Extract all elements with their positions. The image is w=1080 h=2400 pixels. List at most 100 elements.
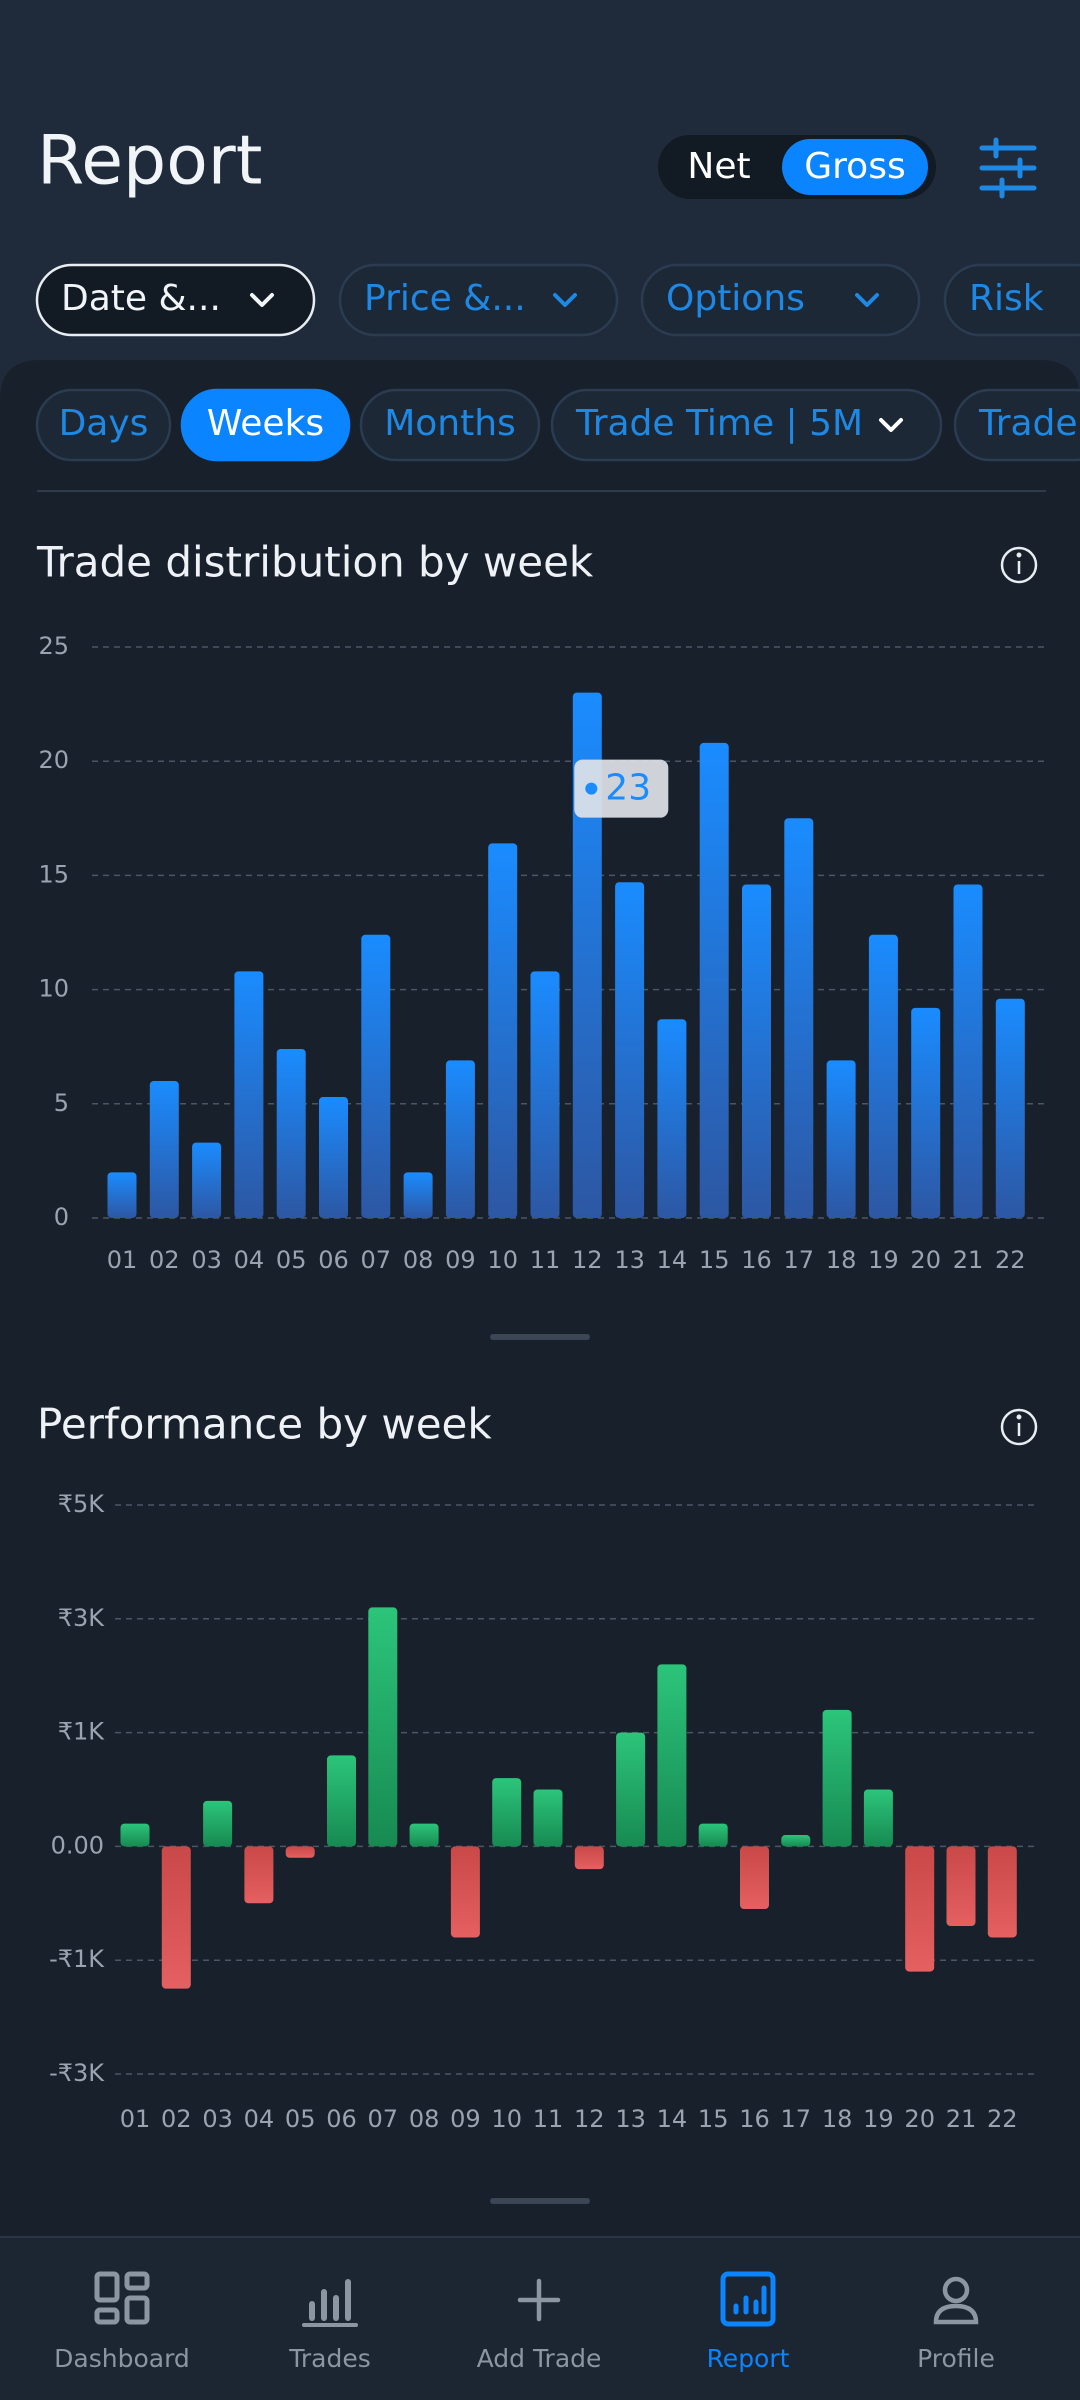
y-tick-label: 5 [54,1089,69,1117]
bar [826,1060,856,1218]
bar [285,1846,315,1858]
bar [995,998,1025,1218]
y-tick-label: 0.00 [51,1831,104,1859]
tab[interactable] [35,388,172,462]
toggle-option[interactable]: Net [687,146,750,187]
bar [868,934,898,1218]
x-tick-label: 04 [234,1246,265,1274]
x-tick-label: 16 [739,2105,770,2133]
toggle-option[interactable]: Gross [804,146,905,187]
x-tick-label: 09 [445,1246,476,1274]
bar [120,1823,150,1847]
bar [149,1080,179,1218]
y-tick-label: 20 [38,746,69,774]
x-tick-label: 20 [904,2105,935,2133]
tab-label: Trade Time | 5M [575,403,863,444]
drag-handle [490,2198,590,2204]
bar [615,882,645,1218]
bar [445,1060,475,1218]
bar [657,1019,687,1218]
drag-handle [490,1334,590,1340]
tab[interactable] [550,388,943,462]
x-tick-label: 19 [863,2105,894,2133]
x-tick-label: 01 [107,1246,138,1274]
bar [161,1846,191,1989]
x-tick-label: 08 [403,1246,434,1274]
x-tick-label: 12 [572,1246,603,1274]
info-icon[interactable] [1000,1408,1038,1446]
y-tick-label: ₹1K [58,1718,106,1746]
tab[interactable] [359,388,541,462]
nav-label[interactable]: Profile [917,2344,995,2373]
bar [276,1048,306,1218]
info-icon[interactable] [1000,546,1038,584]
x-tick-label: 06 [318,1246,349,1274]
y-tick-label: ₹5K [58,1490,106,1518]
x-tick-label: 20 [910,1246,941,1274]
x-tick-label: 11 [530,1246,561,1274]
x-tick-label: 18 [822,2105,853,2133]
bar [781,1835,811,1847]
bar [742,884,771,1218]
x-tick-label: 15 [699,1246,730,1274]
tooltip [574,759,669,818]
tab[interactable] [953,388,1080,462]
x-tick-label: 06 [326,2105,357,2133]
page-title: Report [37,122,262,201]
tooltip-value: 23 [605,768,651,809]
nav-label[interactable]: Dashboard [54,2344,190,2373]
bar [409,1823,439,1847]
chevron [553,293,577,307]
filter-chip[interactable] [35,263,316,337]
report-icon [720,2271,776,2327]
filter-chip[interactable] [640,263,921,337]
filter-label: Price &... [364,278,526,319]
trades-icon [302,2279,358,2327]
bar [822,1709,852,1847]
filter-chip[interactable] [943,263,1080,337]
chevron [855,293,879,307]
bar [905,1846,935,1972]
x-tick-label: 15 [698,2105,729,2133]
bar [107,1172,137,1218]
bar [574,1846,604,1870]
tab-label: Months [384,403,516,444]
x-tick-label: 02 [161,2105,192,2133]
nav-label[interactable]: Add Trade [477,2344,602,2373]
x-tick-label: 03 [202,2105,233,2133]
add-icon [517,2278,561,2322]
filter-label: Risk [969,278,1044,319]
nav-label[interactable]: Report [707,2344,790,2373]
nav-label[interactable]: Trades [288,2344,370,2373]
profile-icon [933,2276,979,2325]
bar [987,1846,1017,1938]
x-tick-label: 04 [244,2105,275,2133]
chevron [879,418,903,432]
bar [368,1607,398,1847]
x-tick-label: 05 [276,1246,307,1274]
bar [319,1096,348,1218]
tab[interactable] [180,388,351,462]
x-tick-label: 22 [987,2105,1018,2133]
bar [203,1800,233,1847]
x-tick-label: 12 [574,2105,605,2133]
x-tick-label: 16 [741,1246,772,1274]
filter-label: Options [666,278,805,319]
settings-icon[interactable] [979,137,1037,199]
x-tick-label: 14 [657,2105,688,2133]
chevron [250,293,274,307]
bar [784,818,814,1218]
bar [533,1789,563,1847]
tab-label: Days [59,403,149,444]
bar [234,971,264,1218]
y-tick-label: 0 [54,1203,69,1231]
x-tick-label: 13 [615,2105,646,2133]
y-tick-label: 10 [38,975,69,1003]
x-tick-label: 21 [953,1246,984,1274]
bar [530,971,560,1218]
bar [911,1007,941,1218]
filter-chip[interactable] [338,263,619,337]
bar [327,1755,356,1847]
y-tick-label: 25 [38,632,69,660]
